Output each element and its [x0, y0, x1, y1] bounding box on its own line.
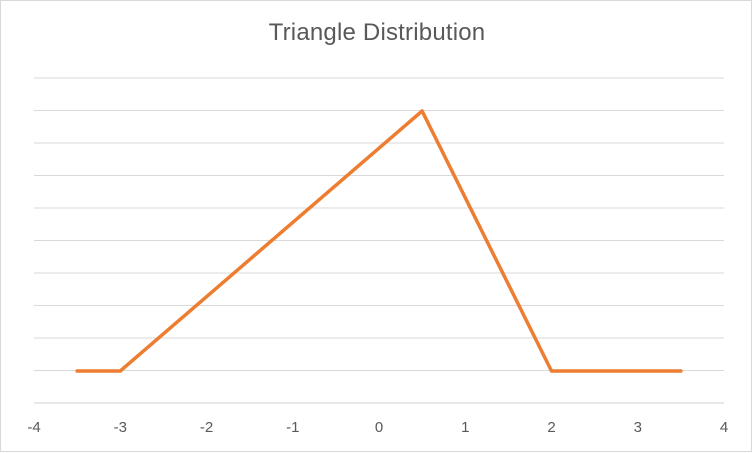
- data-point: [420, 109, 424, 113]
- data-point: [75, 369, 79, 373]
- x-tick-label: -1: [286, 419, 299, 436]
- data-point: [118, 369, 122, 373]
- data-point: [550, 369, 553, 373]
- x-tick-label: -4: [27, 419, 40, 436]
- x-tick-label: 0: [375, 419, 383, 436]
- x-tick-label: -2: [200, 419, 213, 436]
- x-tick-label: 1: [461, 419, 469, 436]
- data-point: [679, 369, 683, 373]
- x-tick-label: -3: [114, 419, 127, 436]
- x-tick-label: 2: [547, 419, 555, 436]
- x-tick-label: 4: [720, 419, 728, 436]
- chart-title: Triangle Distribution: [268, 19, 486, 46]
- x-tick-label: 3: [634, 419, 642, 436]
